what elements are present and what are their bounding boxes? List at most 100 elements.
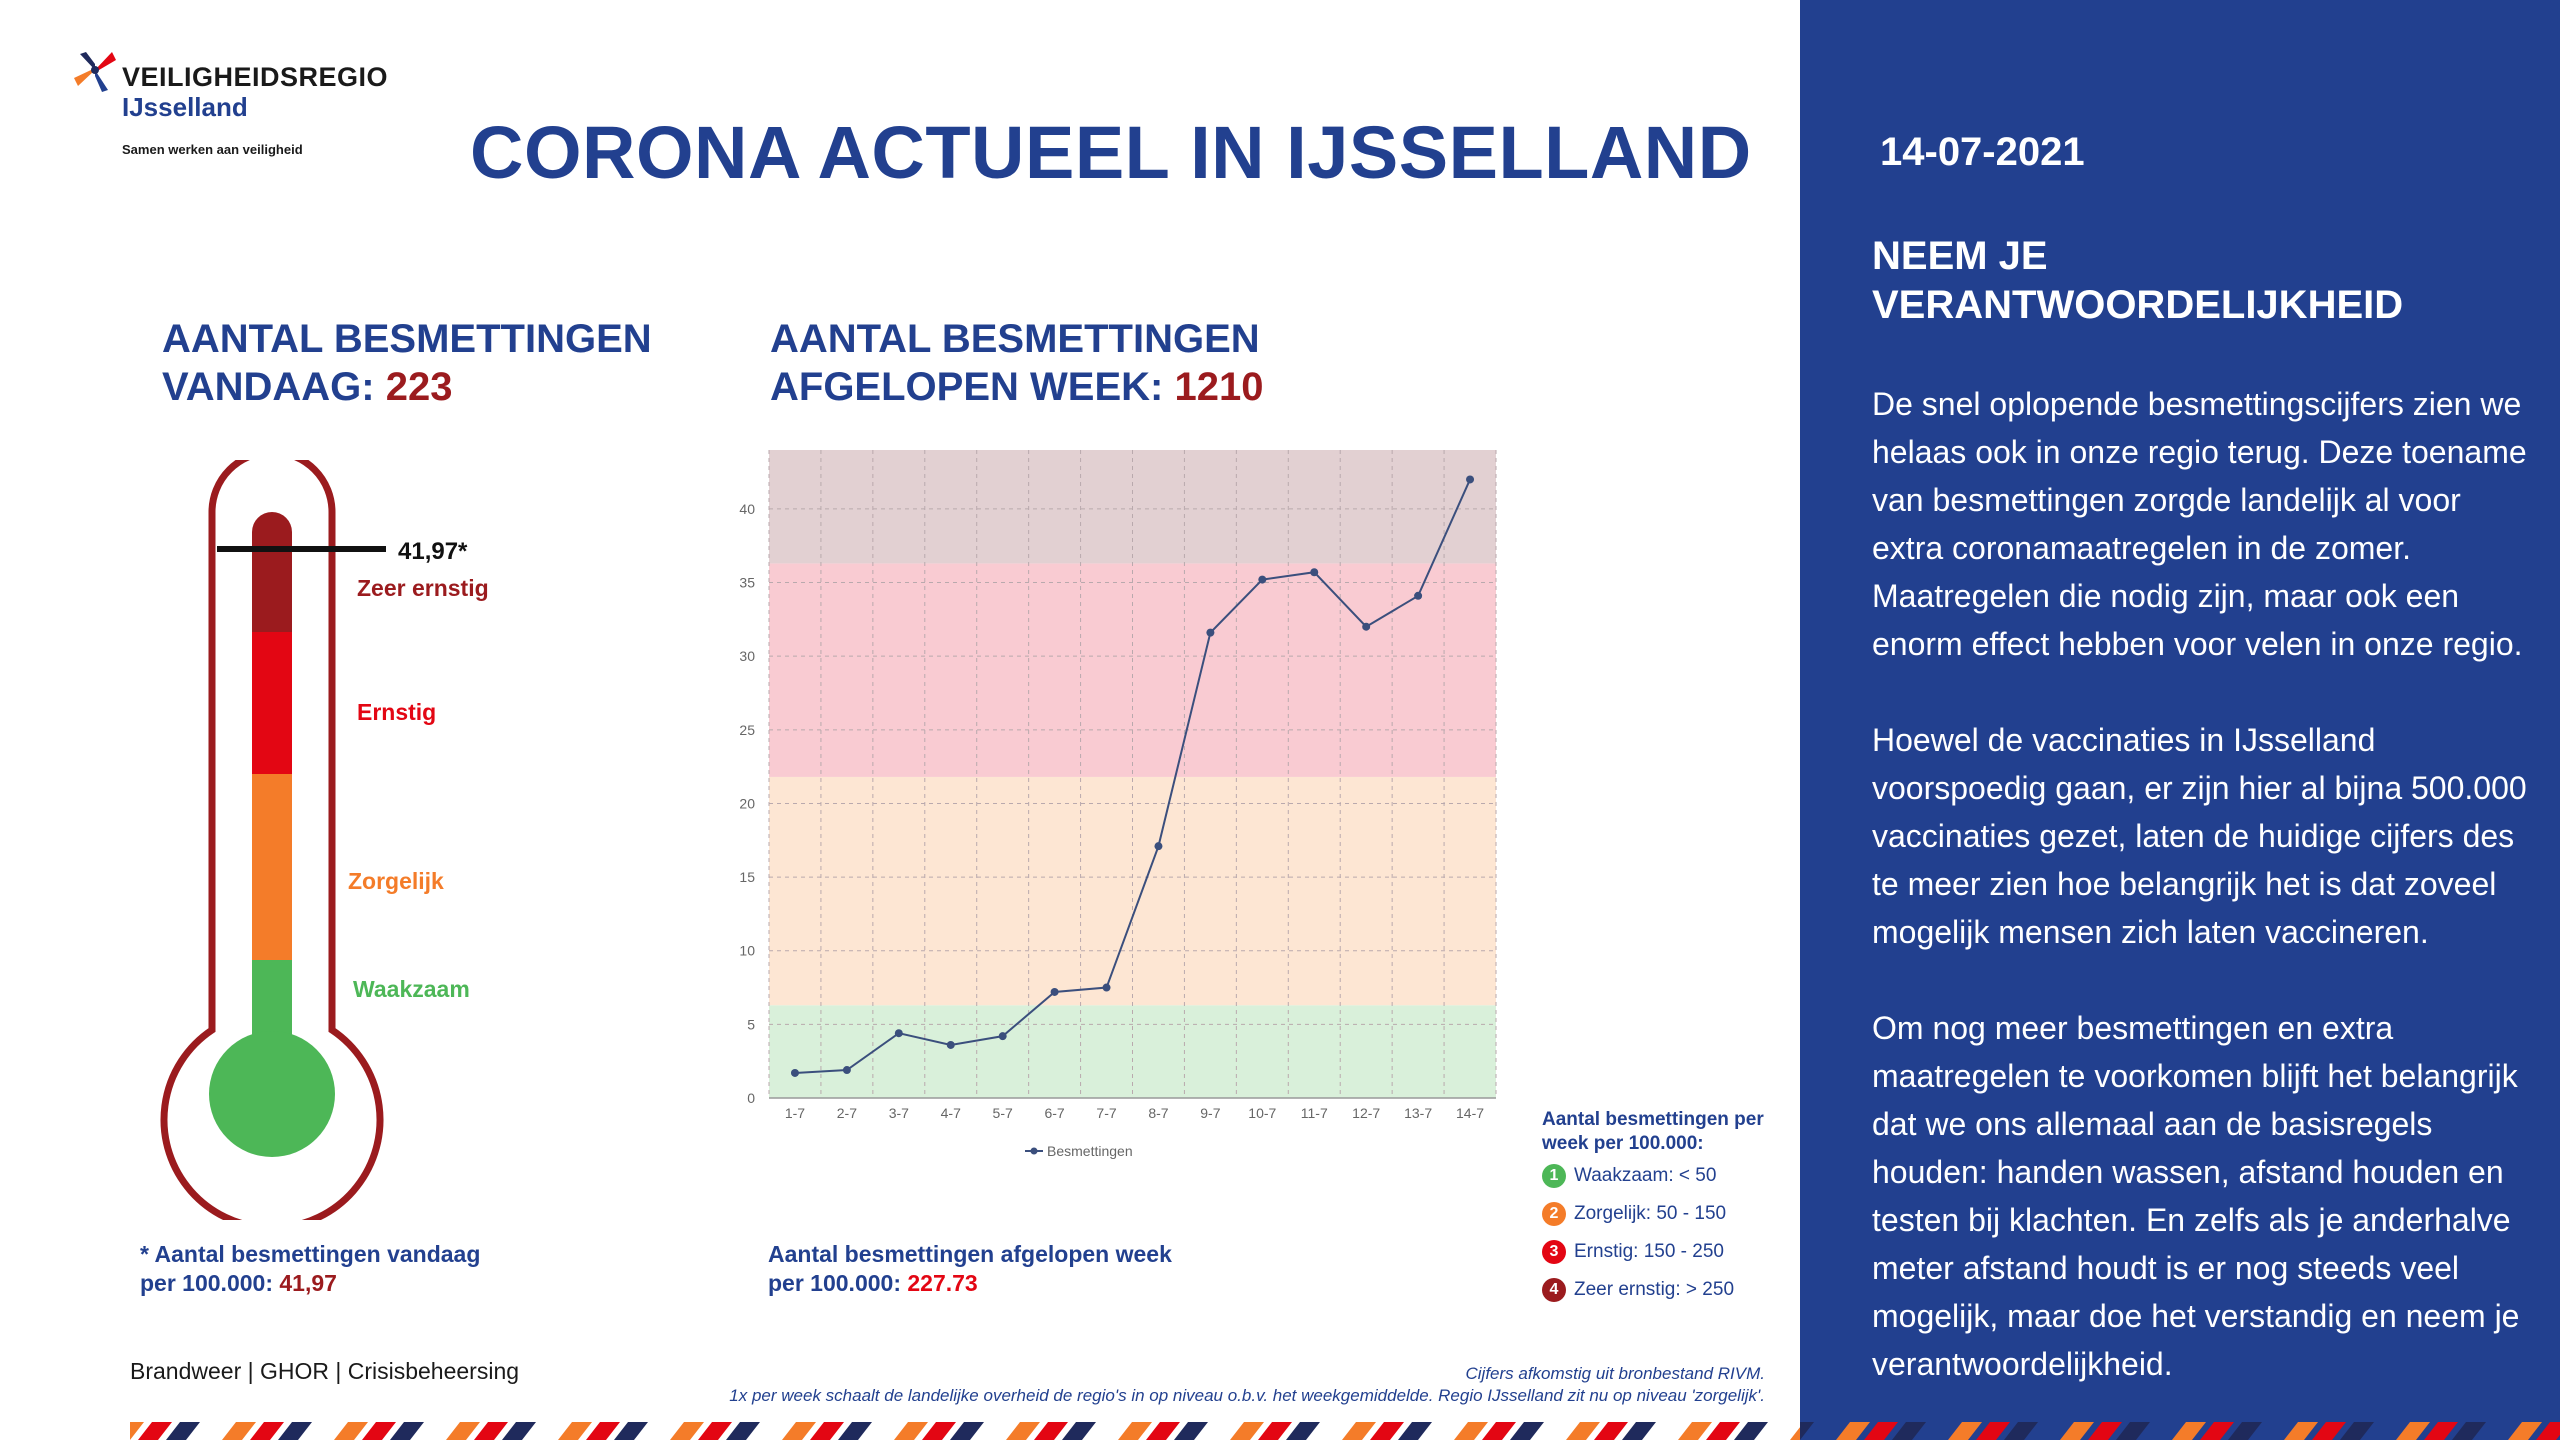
- data-point: [998, 1032, 1007, 1041]
- panel-paragraph: Hoewel de vaccinaties in IJsselland voor…: [1872, 722, 2527, 950]
- stripe: [1398, 1422, 1432, 1440]
- stripe: [614, 1422, 648, 1440]
- series-line: [794, 479, 1471, 1074]
- stripe: [130, 1422, 144, 1440]
- stripe: [1594, 1422, 1628, 1440]
- stripe: [558, 1422, 592, 1440]
- stripe: [1864, 1422, 1898, 1440]
- stripe: [2508, 1422, 2542, 1440]
- stripe: [2004, 1422, 2038, 1440]
- thermometer: 41,97* Zeer ernstig Ernstig Zorgelijk Wa…: [160, 460, 489, 1220]
- stripe: [1342, 1422, 1376, 1440]
- org-logo: VEILIGHEIDSREGIO IJsselland Samen werken…: [70, 48, 430, 168]
- stripe: [894, 1422, 928, 1440]
- today-footnote-line1: * Aantal besmettingen vandaag: [140, 1241, 481, 1267]
- week-heading-label: AFGELOPEN WEEK:: [770, 365, 1175, 409]
- x-tick-label: 12-7: [1352, 1105, 1380, 1121]
- stripe: [1370, 1422, 1404, 1440]
- stripe: [1286, 1422, 1320, 1440]
- stripe: [1146, 1422, 1180, 1440]
- stripe: [1118, 1422, 1152, 1440]
- stripe: [1034, 1422, 1068, 1440]
- stripe: [1892, 1422, 1926, 1440]
- today-heading-line2: VANDAAG: 223: [162, 363, 652, 411]
- today-heading-label: VANDAAG:: [162, 365, 386, 409]
- data-point: [790, 1068, 799, 1077]
- data-point: [1362, 622, 1371, 631]
- stripe: [1976, 1422, 2010, 1440]
- stripe: [166, 1422, 200, 1440]
- week-line-chart: 0 5 10 15 20 25 30 35 40 1-7 2-7 3-7 4-7 5-7 6-7 7-7 8-…: [739, 450, 1497, 1159]
- org-region: IJsselland: [122, 92, 248, 122]
- level-number-badge: 4: [1542, 1278, 1566, 1302]
- stripe: [782, 1422, 816, 1440]
- x-tick-label: 3-7: [889, 1105, 909, 1121]
- week-footnote-value: 227.73: [907, 1270, 978, 1296]
- stripe: [2312, 1422, 2346, 1440]
- stripe: [2060, 1422, 2094, 1440]
- level-legend-label: Waakzaam: < 50: [1574, 1165, 1717, 1186]
- data-point: [946, 1040, 955, 1049]
- stripe: [1800, 1422, 1814, 1440]
- today-footnote-label: per 100.000:: [140, 1270, 280, 1296]
- x-tick-label: 9-7: [1200, 1105, 1220, 1121]
- y-tick-label: 30: [739, 648, 755, 664]
- today-footnote-line2: per 100.000: 41,97: [140, 1269, 480, 1298]
- stripe: [1230, 1422, 1264, 1440]
- level-label-zeer-ernstig: Zeer ernstig: [357, 575, 489, 601]
- panel-paragraph: Om nog meer besmettingen en extra maatre…: [1872, 1010, 2520, 1382]
- week-heading-line2: AFGELOPEN WEEK: 1210: [770, 363, 1263, 411]
- level-zeer-ernstig-bar: [252, 512, 292, 632]
- panel-date: 14-07-2021: [1880, 130, 2085, 174]
- stripe: [2200, 1422, 2234, 1440]
- thermometer-outline: [160, 460, 384, 1220]
- y-tick-label: 15: [739, 869, 755, 885]
- level-label-ernstig: Ernstig: [357, 699, 436, 725]
- x-tick-label: 13-7: [1404, 1105, 1432, 1121]
- legend-marker: [1030, 1147, 1038, 1155]
- x-tick-label: 7-7: [1096, 1105, 1116, 1121]
- data-point: [1414, 591, 1423, 600]
- data-point: [1466, 475, 1475, 484]
- x-tick-label: 5-7: [993, 1105, 1013, 1121]
- stripe: [2424, 1422, 2458, 1440]
- stripe: [2340, 1422, 2374, 1440]
- stripe: [1706, 1422, 1740, 1440]
- stripe: [698, 1422, 732, 1440]
- stripe: [1510, 1422, 1544, 1440]
- stripe: [1836, 1422, 1870, 1440]
- stripe: [2284, 1422, 2318, 1440]
- data-point: [1102, 983, 1111, 992]
- stripe: [922, 1422, 956, 1440]
- stripe: [810, 1422, 844, 1440]
- data-point: [1050, 987, 1059, 996]
- data-point: [894, 1029, 903, 1038]
- stripe: [2088, 1422, 2122, 1440]
- stripe: [2172, 1422, 2206, 1440]
- stripe: [474, 1422, 508, 1440]
- level-waakzaam-bar: [252, 960, 292, 1040]
- x-tick-label: 8-7: [1148, 1105, 1168, 1121]
- stripe: [502, 1422, 536, 1440]
- info-panel: 14-07-2021 NEEM JE VERANTWOORDELIJKHEID …: [1800, 0, 2560, 1440]
- panel-heading-line2: VERANTWOORDELIJKHEID: [1872, 283, 2404, 327]
- y-tick-label: 40: [739, 501, 755, 517]
- week-count: 1210: [1174, 365, 1264, 409]
- level-legend: Aantal besmettingen per week per 100.000…: [1542, 1108, 1782, 1308]
- stripe: [2396, 1422, 2430, 1440]
- week-footnote: Aantal besmettingen afgelopen week per 1…: [768, 1240, 1172, 1298]
- decorative-stripes: [130, 1422, 1800, 1440]
- y-tick-label: 35: [739, 575, 755, 591]
- level-legend-label: Zeer ernstig: > 250: [1574, 1279, 1735, 1300]
- x-tick-label: 2-7: [837, 1105, 857, 1121]
- stripe: [2452, 1422, 2486, 1440]
- panel-body: De snel oplopende besmettingscijfers zie…: [1872, 380, 2532, 1436]
- brand-footer: Brandweer | GHOR | Crisisbeheersing: [130, 1358, 520, 1384]
- page-title: CORONA ACTUEEL IN IJSSELLAND: [470, 111, 1752, 194]
- panel-paragraph: De snel oplopende besmettingscijfers zie…: [1872, 386, 2527, 662]
- today-heading: AANTAL BESMETTINGEN VANDAAG: 223: [162, 315, 652, 411]
- stripe: [1734, 1422, 1768, 1440]
- x-tick-label: 10-7: [1248, 1105, 1276, 1121]
- today-heading-line1: AANTAL BESMETTINGEN: [162, 317, 652, 361]
- data-point: [1154, 842, 1163, 851]
